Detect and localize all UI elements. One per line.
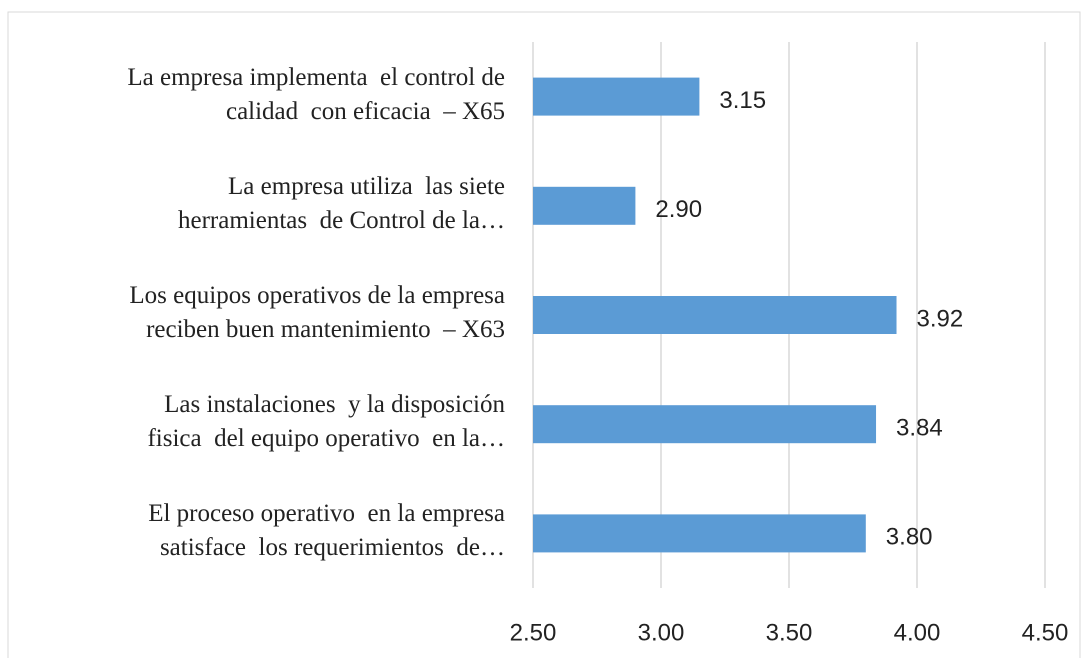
y-tick-label: El proceso operativo en la empresa satis… <box>148 500 505 562</box>
value-label: 3.92 <box>917 305 964 332</box>
bar <box>533 77 700 116</box>
x-tick-label: 4.50 <box>1022 619 1069 646</box>
bar <box>533 296 897 334</box>
y-tick-label: La empresa implementa el control de cali… <box>127 63 505 125</box>
value-label: 3.80 <box>886 524 933 551</box>
y-tick-label: La empresa utiliza las siete herramienta… <box>178 172 505 234</box>
x-tick-label: 3.50 <box>766 619 813 646</box>
chart-frame <box>7 11 1081 658</box>
value-label: 2.90 <box>655 196 702 223</box>
x-tick-label: 4.00 <box>894 619 941 646</box>
x-tick-label: 2.50 <box>510 619 557 646</box>
value-label: 3.15 <box>719 87 766 114</box>
bar <box>533 514 866 553</box>
x-tick-label: 3.00 <box>638 619 685 646</box>
bar <box>533 405 877 444</box>
bar <box>533 186 636 225</box>
y-tick-label: Los equipos operativos de la empresa rec… <box>129 282 505 343</box>
value-label: 3.84 <box>896 415 943 442</box>
y-tick-label: Las instalaciones y la disposición fisic… <box>147 391 505 453</box>
